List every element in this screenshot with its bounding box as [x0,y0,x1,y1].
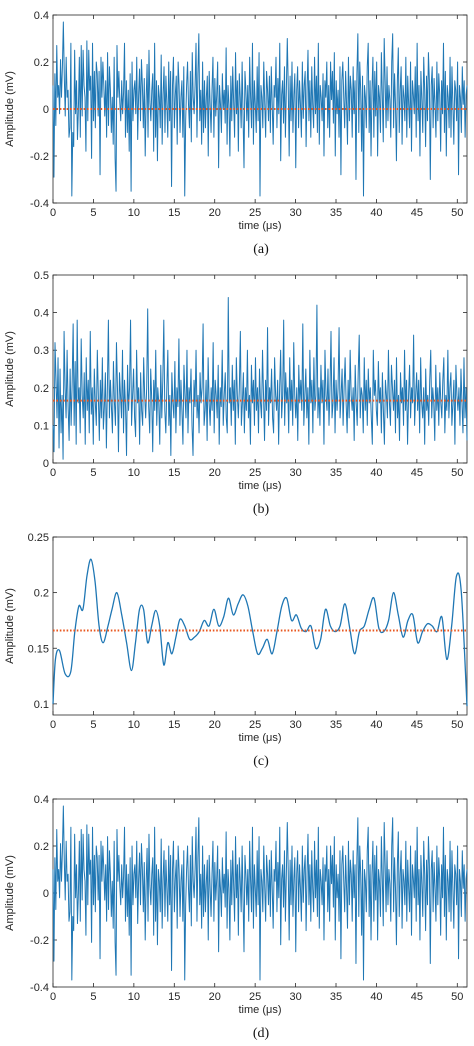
y-axis-label: Amplitude (mV) [4,71,16,147]
y-tick-label: 0.2 [34,383,49,395]
x-tick-label: 30 [289,719,301,731]
x-tick-label: 40 [370,467,382,479]
x-tick-label: 15 [168,991,180,1003]
x-tick-label: 20 [209,991,221,1003]
x-tick-label: 35 [330,467,342,479]
y-tick-label: 0 [43,104,49,116]
signal-line [52,805,468,981]
y-tick-label: 0.15 [28,643,49,655]
y-tick-label: 0.2 [34,57,49,69]
y-axis-label: Amplitude (mV) [4,331,16,407]
panel-caption: (b) [253,502,270,517]
x-tick-label: 15 [168,719,180,731]
x-tick-label: 40 [370,719,382,731]
x-tick-label: 5 [90,719,96,731]
x-tick-label: 0 [50,991,56,1003]
x-axis-label: time (μs) [238,1004,281,1016]
x-tick-label: 30 [289,207,301,219]
y-tick-label: -0.4 [30,198,49,210]
x-axis-label: time (μs) [238,480,281,492]
x-tick-label: 5 [90,207,96,219]
y-tick-label: 0.4 [34,308,49,320]
x-tick-label: 45 [411,207,423,219]
y-tick-label: 0.4 [34,10,49,22]
y-axis-label: Amplitude (mV) [4,588,16,664]
y-tick-label: 0.1 [34,420,49,432]
x-tick-label: 15 [168,207,180,219]
x-tick-label: 35 [330,991,342,1003]
y-tick-label: 0 [43,888,49,900]
y-tick-label: 0.2 [34,588,49,600]
y-tick-label: -0.4 [30,982,49,994]
panel-caption: (c) [253,754,269,769]
x-tick-label: 20 [209,207,221,219]
y-tick-label: 0.2 [34,841,49,853]
x-tick-label: 30 [289,991,301,1003]
x-tick-label: 25 [249,719,261,731]
y-tick-label: -0.2 [30,151,49,163]
x-tick-label: 35 [330,719,342,731]
y-tick-label: 0.5 [34,270,49,282]
x-tick-label: 5 [90,991,96,1003]
x-tick-label: 50 [451,207,463,219]
x-tick-label: 10 [128,207,140,219]
x-tick-label: 20 [209,719,221,731]
chart-panel-d: 0 5 10 15 20 25 30 35 40 45 50 -0.4 -0.2 0 0.2 0.4 time … [4,794,468,1041]
x-tick-label: 50 [451,719,463,731]
x-tick-label: 50 [451,467,463,479]
signal-line [52,297,468,460]
x-tick-label: 25 [249,467,261,479]
x-tick-label: 25 [249,207,261,219]
x-tick-label: 0 [50,719,56,731]
x-tick-label: 30 [289,467,301,479]
x-tick-label: 0 [50,207,56,219]
x-tick-label: 0 [50,467,56,479]
chart-panel-b: 0 5 10 15 20 25 30 35 40 45 50 0 0.1 0.2 0.3 0.4 0.5 time… [4,270,468,517]
x-tick-label: 35 [330,207,342,219]
y-tick-label: -0.2 [30,935,49,947]
panel-caption: (d) [253,1026,270,1041]
x-tick-label: 45 [411,991,423,1003]
y-tick-label: 0.3 [34,345,49,357]
x-tick-label: 10 [128,467,140,479]
x-tick-label: 15 [168,467,180,479]
y-tick-label: 0 [43,458,49,470]
x-tick-label: 45 [411,467,423,479]
x-tick-label: 25 [249,991,261,1003]
panel-caption: (a) [253,242,269,257]
signal-line [52,21,468,197]
y-tick-label: 0.4 [34,794,49,806]
x-tick-label: 40 [370,207,382,219]
x-tick-label: 20 [209,467,221,479]
x-tick-label: 10 [128,991,140,1003]
x-axis-label: time (μs) [238,732,281,744]
y-axis-label: Amplitude (mV) [4,855,16,931]
y-tick-label: 0.1 [34,699,49,711]
x-axis-label: time (μs) [238,220,281,232]
signal-line [52,558,468,707]
chart-panel-c: 0 5 10 15 20 25 30 35 40 45 50 0.1 0.15 0.2 0.25 time (… [4,532,468,769]
x-tick-label: 10 [128,719,140,731]
x-tick-label: 50 [451,991,463,1003]
x-tick-label: 40 [370,991,382,1003]
y-tick-label: 0.25 [28,532,49,544]
x-tick-label: 5 [90,467,96,479]
plot-frame [52,274,468,464]
x-tick-label: 45 [411,719,423,731]
chart-panel-a: 0 5 10 15 20 25 30 35 40 45 50 -0.4 -0.2 0 0.2 0.4 time … [4,10,468,257]
plot-frame [52,536,468,716]
